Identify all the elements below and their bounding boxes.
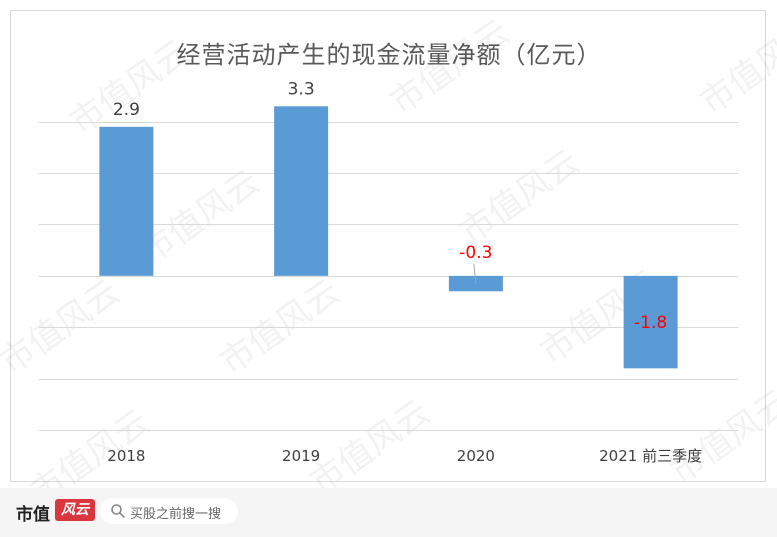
brand-logo-badge: 风云 bbox=[55, 499, 95, 521]
search-text: 买股之前搜一搜 bbox=[130, 507, 222, 522]
x-tick-label: 2020 bbox=[457, 447, 495, 465]
data-label: 3.3 bbox=[288, 79, 315, 99]
x-tick-label: 2019 bbox=[282, 447, 320, 465]
chart-title: 经营活动产生的现金流量净额（亿元） bbox=[176, 41, 602, 69]
data-label: -1.8 bbox=[634, 313, 667, 333]
bar bbox=[274, 106, 329, 276]
bar bbox=[623, 275, 678, 369]
search-icon bbox=[111, 504, 125, 518]
brand-logo-text: 市值 bbox=[16, 505, 50, 525]
x-tick-label: 2018 bbox=[107, 447, 145, 465]
search-box[interactable]: 买股之前搜一搜 bbox=[100, 498, 238, 524]
data-label: 2.9 bbox=[113, 100, 140, 120]
bar-chart: 2.9 2018 3.3 2019 -0.3 2020 -1.8 2021 前三季度 bbox=[39, 79, 738, 465]
bar bbox=[99, 126, 154, 276]
data-label: -0.3 bbox=[459, 243, 492, 263]
label-leader-line bbox=[473, 263, 477, 284]
footer-bar: 市值 风云 买股之前搜一搜 bbox=[0, 488, 777, 537]
x-tick-label: 2021 前三季度 bbox=[599, 447, 702, 465]
